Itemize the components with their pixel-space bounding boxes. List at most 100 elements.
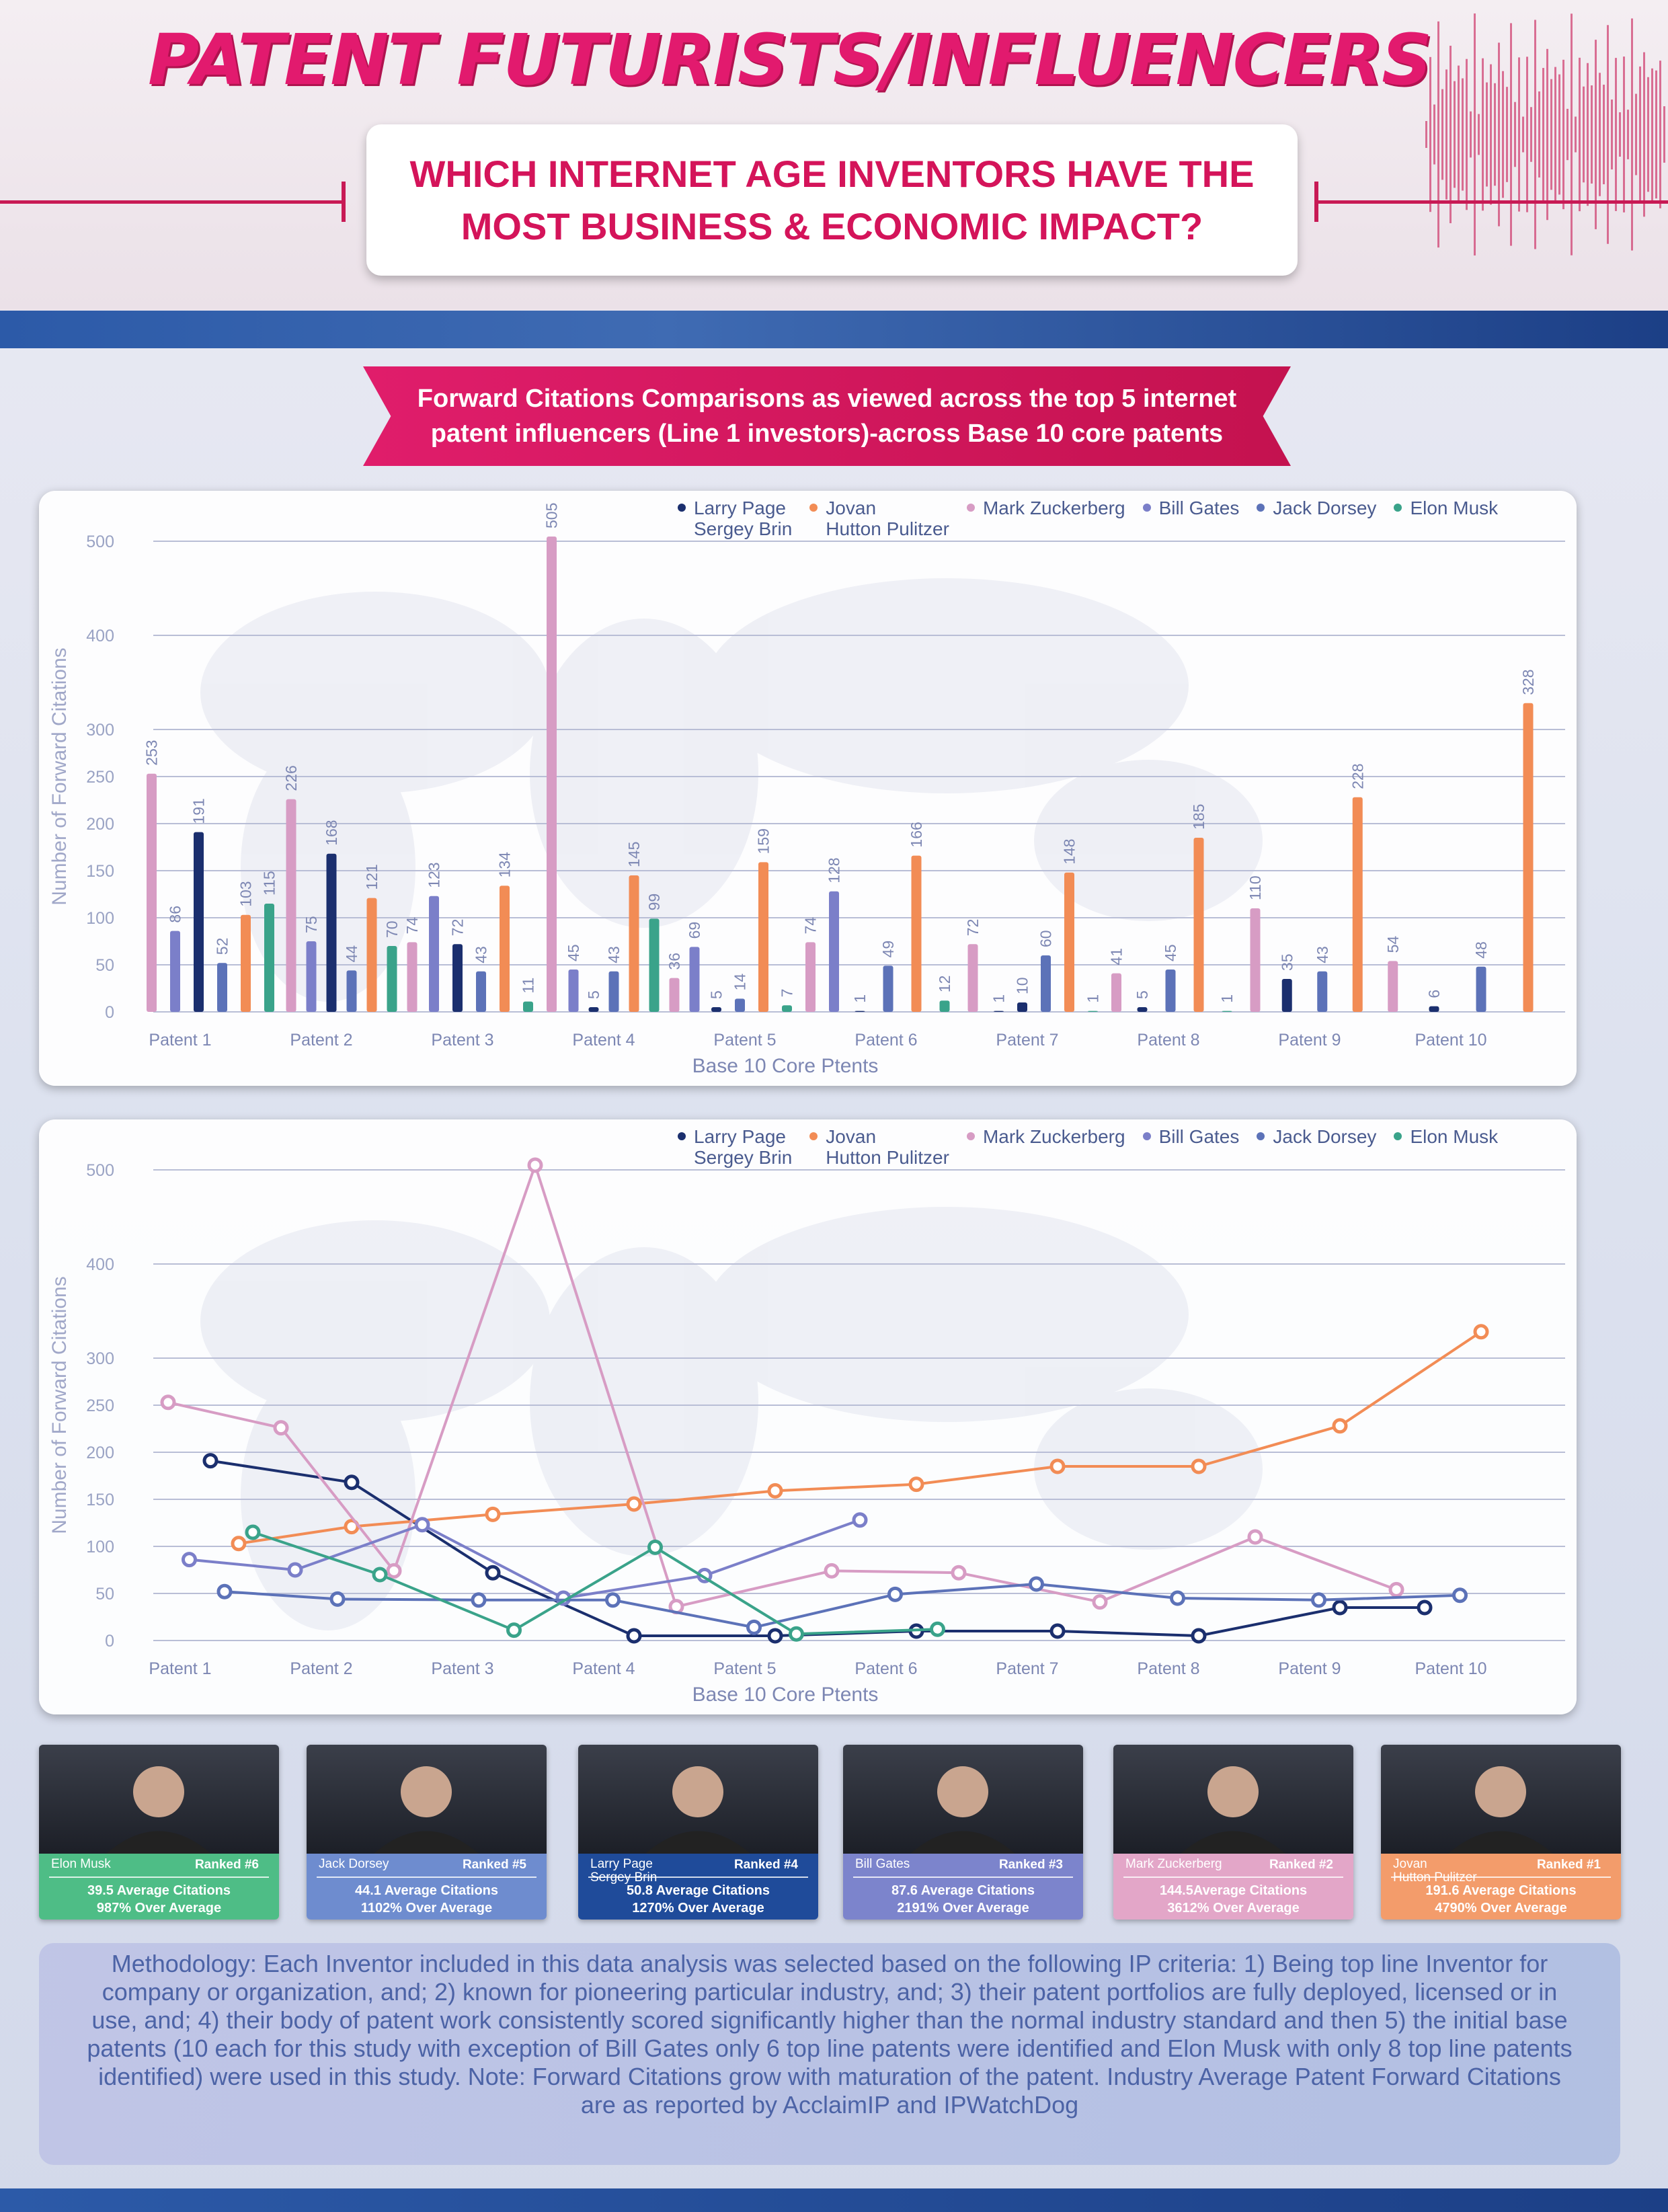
bar-data-label: 35 <box>1278 953 1296 971</box>
legend-item: Elon Musk <box>1394 498 1498 539</box>
legend-item: Bill Gates <box>1142 498 1239 539</box>
bar <box>689 947 700 1012</box>
legend-item: Jack Dorsey <box>1257 498 1376 539</box>
y-tick-label: 100 <box>86 1538 114 1556</box>
banner-line-1: Forward Citations Comparisons as viewed … <box>417 385 1237 413</box>
data-point <box>1247 1529 1263 1545</box>
over-average: 2191% Over Average <box>897 1901 1029 1915</box>
portrait-icon <box>645 1766 750 1854</box>
legend-label: Larry Page Sergey Brin <box>694 498 793 539</box>
y-tick-label: 500 <box>86 532 114 551</box>
bar-data-label: 115 <box>261 871 278 896</box>
bar <box>855 1011 865 1012</box>
soundwave-bar <box>1506 87 1508 182</box>
x-tick-label: Patent 9 <box>1278 1659 1341 1678</box>
soundwave-bar <box>1490 64 1492 205</box>
bar-data-label: 43 <box>605 946 623 963</box>
bar-data-label: 505 <box>543 503 561 528</box>
inventor-name: Elon Musk <box>51 1857 111 1871</box>
y-tick-label: 0 <box>105 1632 114 1651</box>
soundwave-bar <box>1482 58 1484 211</box>
legend-item: Bill Gates <box>1142 1126 1239 1168</box>
bar-data-label: 74 <box>802 917 820 935</box>
data-point <box>287 1562 303 1578</box>
series-line <box>252 1531 938 1636</box>
bar <box>147 773 157 1012</box>
legend-item: Elon Musk <box>1394 1126 1498 1168</box>
x-tick-label: Patent 6 <box>855 1031 917 1050</box>
bar-data-label: 328 <box>1519 669 1537 695</box>
soundwave-bar <box>1587 63 1589 206</box>
soundwave-bar <box>1579 57 1581 212</box>
bar <box>649 918 660 1012</box>
bar-data-label: 44 <box>343 945 360 963</box>
bar-data-label: 41 <box>1108 948 1125 965</box>
bar <box>547 537 557 1012</box>
y-tick-label: 400 <box>86 1255 114 1274</box>
y-tick-label: 50 <box>95 956 114 975</box>
bar <box>994 1011 1004 1012</box>
data-point <box>951 1565 967 1581</box>
map-landmass <box>1034 1388 1263 1550</box>
average-citations: 191.6 Average Citations <box>1425 1883 1577 1898</box>
y-tick-label: 150 <box>86 862 114 881</box>
map-landmass <box>705 1207 1189 1422</box>
data-point <box>471 1592 487 1608</box>
legend-label: Elon Musk <box>1410 1126 1499 1147</box>
data-point <box>1092 1594 1108 1610</box>
data-point <box>1388 1581 1404 1597</box>
line-chart-panel: 0 50 100 150 200 250 300 400 500 Patent 1 Patent 2… <box>39 1119 1577 1714</box>
divider-left <box>0 200 343 204</box>
bar <box>939 1000 950 1012</box>
data-point <box>824 1563 840 1579</box>
soundwave-bar <box>1454 81 1456 188</box>
soundwave-bar <box>1530 107 1532 162</box>
bar-data-label: 12 <box>936 976 953 993</box>
data-point <box>1473 1324 1489 1340</box>
data-point <box>485 1506 501 1522</box>
inventor-card: Jovan Hutton Pulitzer Ranked #1 191.6 Aver… <box>1381 1745 1621 1920</box>
inventor-rank: Ranked #6 <box>194 1858 259 1872</box>
data-point <box>1332 1418 1348 1434</box>
data-point <box>414 1517 430 1533</box>
world-map-background <box>200 578 1263 1002</box>
bar <box>1165 970 1176 1012</box>
bar-data-label: 72 <box>964 919 982 937</box>
card-divider <box>49 1877 269 1878</box>
y-tick-label: 500 <box>86 1161 114 1180</box>
bar <box>1429 1006 1439 1012</box>
bar-data-label: 48 <box>1472 941 1490 959</box>
soundwave-bar <box>1522 116 1524 153</box>
soundwave-bar <box>1478 114 1480 155</box>
bar <box>1193 838 1204 1012</box>
inventor-rank: Ranked #4 <box>733 1858 798 1872</box>
data-point <box>1029 1576 1044 1592</box>
data-point <box>1311 1592 1326 1608</box>
y-tick-label: 150 <box>86 1491 114 1509</box>
data-point <box>1170 1590 1185 1606</box>
bar <box>608 971 619 1012</box>
map-landmass <box>705 578 1189 793</box>
bar <box>523 1001 533 1012</box>
bar-data-label: 1 <box>1084 994 1102 1003</box>
bar <box>1352 797 1363 1012</box>
bar <box>669 978 680 1012</box>
inventor-name: Jovan Hutton Pulitzer <box>1393 1857 1477 1885</box>
card-divider <box>588 1877 808 1878</box>
data-point <box>852 1512 868 1528</box>
bar <box>1250 908 1261 1012</box>
average-citations: 50.8 Average Citations <box>626 1883 770 1898</box>
x-tick-label: Patent 8 <box>1137 1031 1199 1050</box>
bar <box>326 853 337 1012</box>
soundwave-bar <box>1575 116 1577 153</box>
bar-data-label: 43 <box>1314 946 1331 963</box>
bar-data-label: 6 <box>1425 990 1443 998</box>
inventor-card: Bill Gates Ranked #3 87.6 Average Citation… <box>843 1745 1083 1920</box>
inventor-photo <box>1381 1745 1621 1854</box>
bar-data-label: 253 <box>143 740 161 765</box>
bar <box>758 862 768 1012</box>
legend-swatch <box>678 504 686 512</box>
bar-data-label: 123 <box>426 862 443 887</box>
map-landmass <box>530 619 758 928</box>
y-tick-label: 300 <box>86 1349 114 1368</box>
